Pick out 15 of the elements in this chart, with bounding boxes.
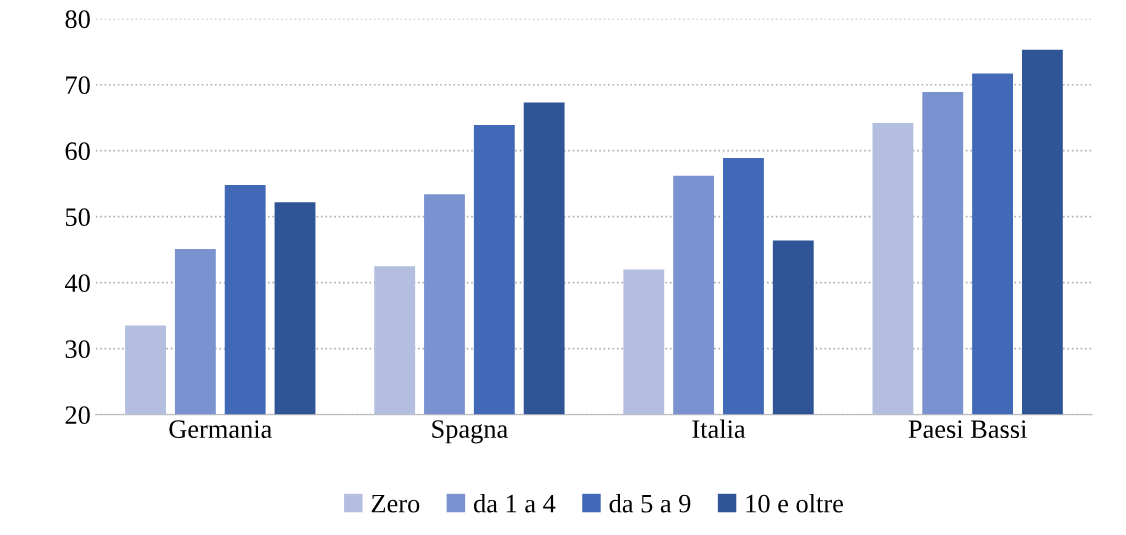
y-tick-label: 40 bbox=[64, 274, 90, 293]
legend-label: da 1 a 4 bbox=[474, 493, 556, 513]
y-tick-label: 20 bbox=[65, 406, 90, 425]
legend-label: da 5 a 9 bbox=[609, 493, 691, 513]
y-tick-label: 50 bbox=[65, 208, 90, 227]
x-tick-label: Italia bbox=[692, 419, 746, 439]
x-tick-label: Spagna bbox=[432, 420, 508, 444]
legend-label: 10 e oltre bbox=[746, 493, 843, 513]
x-tick-label: Paesi Bassi bbox=[908, 420, 1027, 439]
y-tick-label: 60 bbox=[65, 142, 90, 161]
legend-label: Zero bbox=[371, 494, 420, 513]
y-tick-label: 80 bbox=[65, 10, 90, 29]
x-tick-label: Germania bbox=[169, 420, 272, 439]
y-tick-label: 30 bbox=[65, 340, 90, 359]
y-tick-label: 70 bbox=[66, 76, 90, 95]
